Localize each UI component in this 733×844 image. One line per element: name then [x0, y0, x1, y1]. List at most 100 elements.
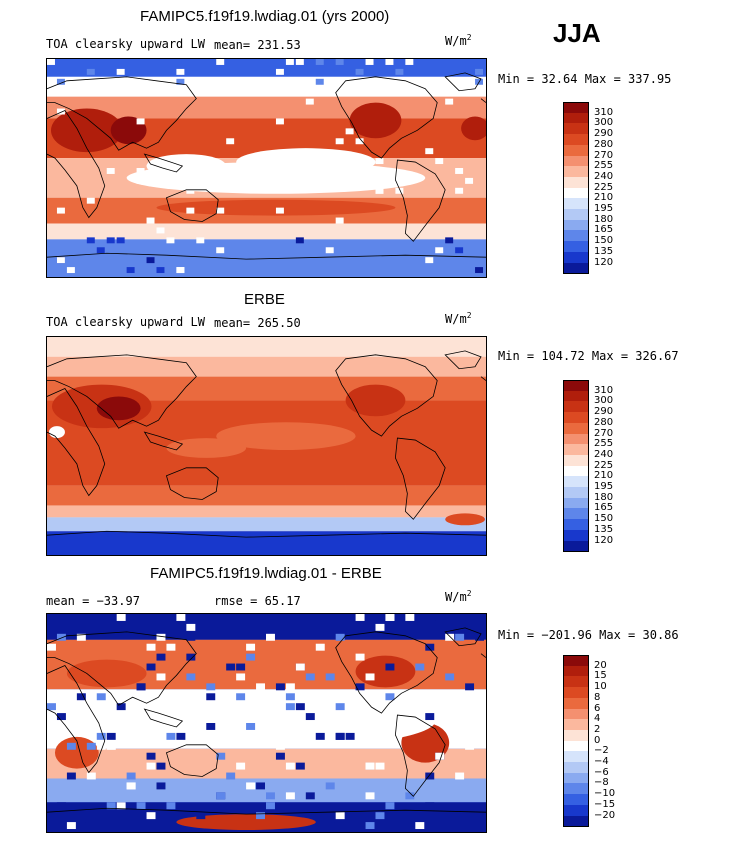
colorbar-label: 270 — [594, 427, 614, 439]
patch-cell — [375, 187, 384, 194]
patch-cell — [385, 802, 395, 810]
colorbar-swatch — [563, 380, 589, 392]
hot-spot — [461, 116, 486, 141]
colorbar-label: 6 — [594, 702, 601, 714]
patch-cell — [196, 623, 206, 631]
arctic-band — [47, 337, 486, 357]
patch-cell — [56, 257, 65, 264]
patch-cell — [66, 822, 76, 830]
panel2-units: W/m2 — [445, 311, 472, 326]
patch-cell — [136, 683, 146, 691]
patch-cell — [355, 614, 365, 621]
colorbar-label: 165 — [594, 224, 614, 236]
panel3-mean: mean = −33.97 — [46, 594, 140, 608]
patch-cell — [236, 723, 246, 730]
eurasia-coastline — [47, 631, 197, 706]
colorbar-swatch — [563, 219, 589, 231]
patch-cell — [166, 732, 176, 740]
patch-cell — [246, 782, 256, 790]
patch-cell — [66, 713, 76, 721]
colorbar-label: 270 — [594, 149, 614, 161]
patch-cell — [186, 187, 195, 194]
colorbar-label: 2 — [594, 723, 601, 735]
patch-cell — [365, 822, 375, 830]
maritime-continent-coastline — [143, 153, 184, 173]
panel3-map — [46, 613, 487, 833]
colorbar-swatch — [563, 176, 589, 189]
patch-cell — [186, 633, 196, 641]
colorbar-swatch — [563, 230, 589, 242]
colorbar-swatch — [563, 676, 589, 688]
patch-cell — [126, 267, 135, 274]
patch-cell — [405, 792, 415, 800]
patch-cell — [455, 187, 464, 194]
hot-spot — [445, 513, 486, 526]
patch-cell — [445, 237, 454, 244]
colorbar-swatch — [563, 540, 589, 552]
patch-cell — [246, 723, 256, 730]
panel2-map-plot — [47, 337, 486, 555]
patch-cell — [455, 633, 465, 641]
patch-cell — [156, 762, 166, 770]
patch-cell — [285, 703, 295, 711]
patch-cell — [116, 723, 126, 730]
patch-cell — [325, 713, 335, 721]
patch-cell — [315, 693, 325, 701]
patch-cell — [435, 247, 444, 254]
panel1-units: W/m2 — [445, 33, 472, 48]
colorbar-swatch — [563, 198, 589, 210]
patch-cell — [216, 59, 225, 65]
colorbar-label: −4 — [594, 756, 609, 767]
patch-cell — [86, 68, 95, 75]
warm-difference — [66, 659, 147, 688]
colorbar-label: −15 — [594, 798, 616, 810]
panel2-colorbar — [563, 380, 589, 552]
patch-cell — [256, 812, 266, 820]
colorbar-label: 180 — [594, 491, 614, 503]
colorbar-swatch — [563, 697, 589, 709]
patch-cell — [425, 772, 435, 780]
patch-cell — [86, 237, 95, 244]
patch-cell — [216, 792, 226, 800]
colorbar-label: 150 — [594, 513, 614, 525]
antarctic-band — [47, 531, 486, 555]
colorbar-label: 195 — [594, 481, 614, 492]
missing-region — [136, 695, 436, 747]
colorbar-label: 0 — [594, 734, 601, 746]
panel2-title: ERBE — [244, 291, 285, 308]
patch-cell — [385, 88, 394, 95]
patch-cell — [375, 812, 385, 820]
patch-cell — [116, 703, 126, 711]
africa-coastline — [47, 665, 106, 774]
colorbar-swatch — [563, 251, 589, 263]
patch-cell — [166, 237, 175, 244]
colorbar-label: 150 — [594, 235, 614, 247]
patch-cell — [156, 693, 166, 701]
north-america-coastline — [335, 76, 438, 159]
patch-cell — [136, 168, 145, 174]
patch-cell — [465, 614, 475, 621]
panel2-mean: mean= 265.50 — [214, 316, 301, 330]
patch-cell — [246, 177, 255, 184]
colorbar-label: 135 — [594, 245, 614, 257]
colorbar-swatch — [563, 262, 589, 274]
patch-cell — [206, 723, 216, 730]
colorbar-label: 300 — [594, 395, 614, 407]
colorbar-swatch — [563, 487, 589, 499]
patch-cell — [116, 614, 126, 621]
colorbar-label: 255 — [594, 438, 614, 450]
patch-cell — [156, 633, 166, 641]
hot-spot — [345, 384, 406, 417]
patch-cell — [415, 663, 425, 671]
patch-cell — [385, 59, 394, 65]
patch-cell — [86, 713, 96, 721]
patch-cell — [56, 633, 66, 641]
europe-edge — [480, 653, 486, 658]
south-america-coastline — [395, 159, 446, 242]
patch-cell — [295, 663, 305, 671]
colorbar-swatch — [563, 655, 589, 667]
colorbar-swatch — [563, 112, 589, 124]
patch-cell — [455, 168, 464, 174]
patch-cell — [166, 643, 176, 651]
hot-spot — [349, 102, 402, 139]
